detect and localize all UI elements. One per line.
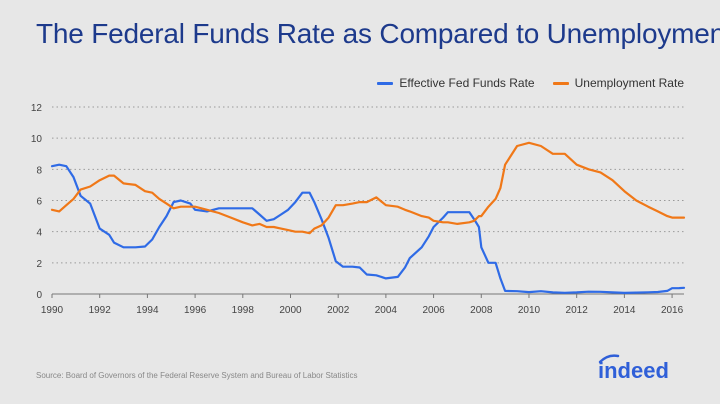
y-tick-label: 8 (36, 165, 42, 176)
x-tick-label: 1990 (41, 305, 64, 316)
y-tick-label: 0 (36, 290, 42, 301)
x-tick-label: 2000 (279, 305, 302, 316)
x-tick-label: 1994 (136, 305, 159, 316)
legend-label-unemployment: Unemployment Rate (574, 76, 684, 90)
y-tick-label: 6 (36, 197, 42, 208)
source-note: Source: Board of Governors of the Federa… (36, 371, 358, 380)
x-tick-label: 1998 (232, 305, 255, 316)
series-line-unemployment (50, 141, 686, 235)
legend-item-unemployment: Unemployment Rate (552, 76, 684, 90)
legend-label-fed: Effective Fed Funds Rate (399, 76, 535, 90)
x-tick-label: 2008 (470, 305, 493, 316)
y-tick-label: 2 (36, 259, 42, 270)
chart-title: The Federal Funds Rate as Compared to Un… (36, 18, 720, 49)
x-tick-label: 2012 (566, 305, 589, 316)
legend-swatch-unemployment (552, 81, 569, 85)
y-tick-label: 10 (31, 134, 43, 145)
y-tick-label: 4 (36, 228, 42, 239)
x-tick-label: 2010 (518, 305, 541, 316)
x-tick-label: 1996 (184, 305, 207, 316)
x-tick-label: 2002 (327, 305, 350, 316)
legend-item-fed: Effective Fed Funds Rate (377, 76, 535, 90)
legend: Effective Fed Funds Rate Unemployment Ra… (377, 76, 684, 90)
x-tick-label: 2014 (613, 305, 636, 316)
x-tick-label: 1992 (89, 305, 112, 316)
y-tick-label: 12 (31, 103, 43, 114)
x-tick-label: 2006 (422, 305, 445, 316)
indeed-logo: indeed (598, 354, 669, 382)
x-tick-label: 2004 (375, 305, 398, 316)
svg-text:indeed: indeed (598, 358, 669, 382)
series-line-fed-funds (50, 163, 686, 294)
legend-swatch-fed (377, 81, 394, 85)
x-tick-label: 2016 (661, 305, 684, 316)
